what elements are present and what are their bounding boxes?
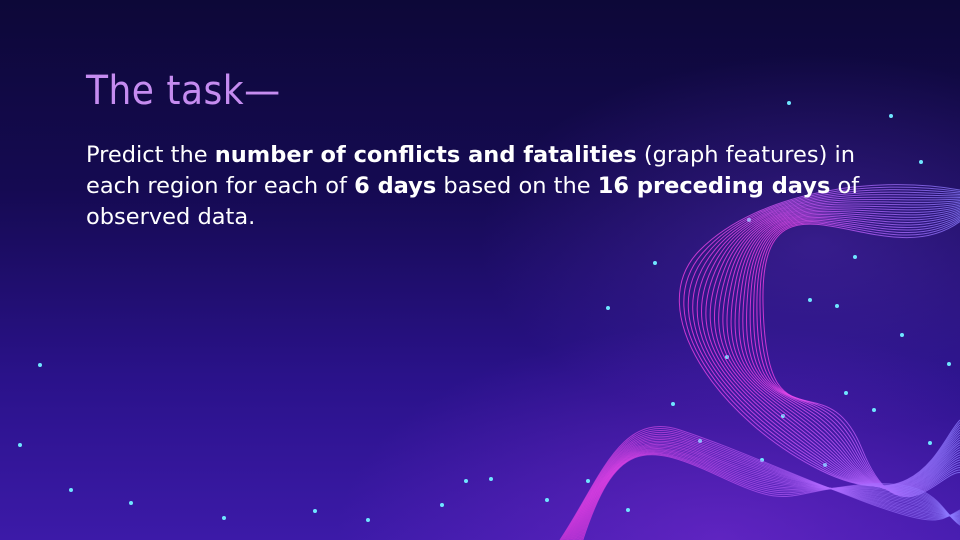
wave-line — [559, 426, 960, 540]
light-ray-dot — [489, 477, 493, 481]
light-ray-dot — [900, 333, 904, 337]
light-ray-dot — [808, 298, 812, 302]
wave-line — [738, 210, 960, 493]
wave-line — [722, 204, 960, 490]
wave-line — [718, 203, 960, 490]
wave-line — [570, 442, 960, 540]
wave-line — [560, 428, 960, 540]
light-ray-dot — [853, 255, 857, 259]
wave-line — [561, 429, 960, 540]
wave-line — [709, 200, 960, 489]
slide-body-text: Predict the number of conflicts and fata… — [86, 140, 886, 233]
wave-line — [569, 440, 960, 540]
body-text-segment: of observed data. — [86, 173, 860, 230]
wave-line — [705, 198, 960, 489]
light-ray-dot — [928, 441, 932, 445]
light-ray-dot — [947, 362, 951, 366]
wave-line — [565, 435, 960, 540]
wave-line — [564, 433, 960, 540]
body-text-segment: based on the — [436, 173, 598, 199]
body-text-segment: (graph features) in each region for each… — [86, 142, 856, 199]
light-ray-dot — [606, 306, 610, 310]
wave-line — [582, 454, 960, 540]
light-ray-dot — [835, 304, 839, 308]
light-ray-dot — [653, 261, 657, 265]
wave-line — [572, 445, 960, 540]
light-ray-dot — [545, 498, 549, 502]
slide-title: The task— — [86, 68, 281, 114]
wave-line — [679, 184, 960, 487]
wave-line — [759, 219, 960, 497]
wave-lines — [559, 184, 960, 540]
wave-line — [692, 191, 960, 488]
light-ray-dot — [366, 518, 370, 522]
body-emphasis-days: 6 days — [354, 173, 437, 199]
light-ray-dot — [18, 443, 22, 447]
light-ray-dot — [464, 479, 468, 483]
wave-line — [571, 444, 960, 540]
light-ray-dot — [671, 402, 675, 406]
wave-line — [566, 437, 960, 540]
light-ray-dot — [872, 408, 876, 412]
wave-line — [573, 446, 960, 540]
wave-line — [713, 201, 960, 489]
wave-line — [575, 447, 960, 540]
light-ray-dot — [129, 501, 133, 505]
light-ray-dot — [440, 503, 444, 507]
wave-line — [749, 215, 960, 494]
light-ray-dot — [586, 479, 590, 483]
body-emphasis-preceding: 16 preceding days — [597, 173, 831, 199]
light-ray-dot — [844, 391, 848, 395]
body-emphasis-conflicts: number of conflicts and fatalities — [214, 142, 637, 168]
wave-line — [567, 439, 960, 540]
light-ray-dot — [787, 101, 791, 105]
wave-line — [742, 212, 960, 493]
wave-line — [701, 196, 960, 488]
light-ray-dot — [313, 509, 317, 513]
light-ray-dot — [626, 508, 630, 512]
light-ray-dot — [69, 488, 73, 492]
body-text-segment: Predict the — [86, 142, 215, 168]
wave-line — [563, 431, 960, 540]
wave-line — [696, 194, 960, 488]
wave-line — [687, 189, 960, 488]
light-ray-dot — [222, 516, 226, 520]
wave-line — [683, 186, 960, 487]
light-ray-dot — [889, 114, 893, 118]
light-ray-dot — [38, 363, 42, 367]
light-ray-dot — [919, 160, 923, 164]
